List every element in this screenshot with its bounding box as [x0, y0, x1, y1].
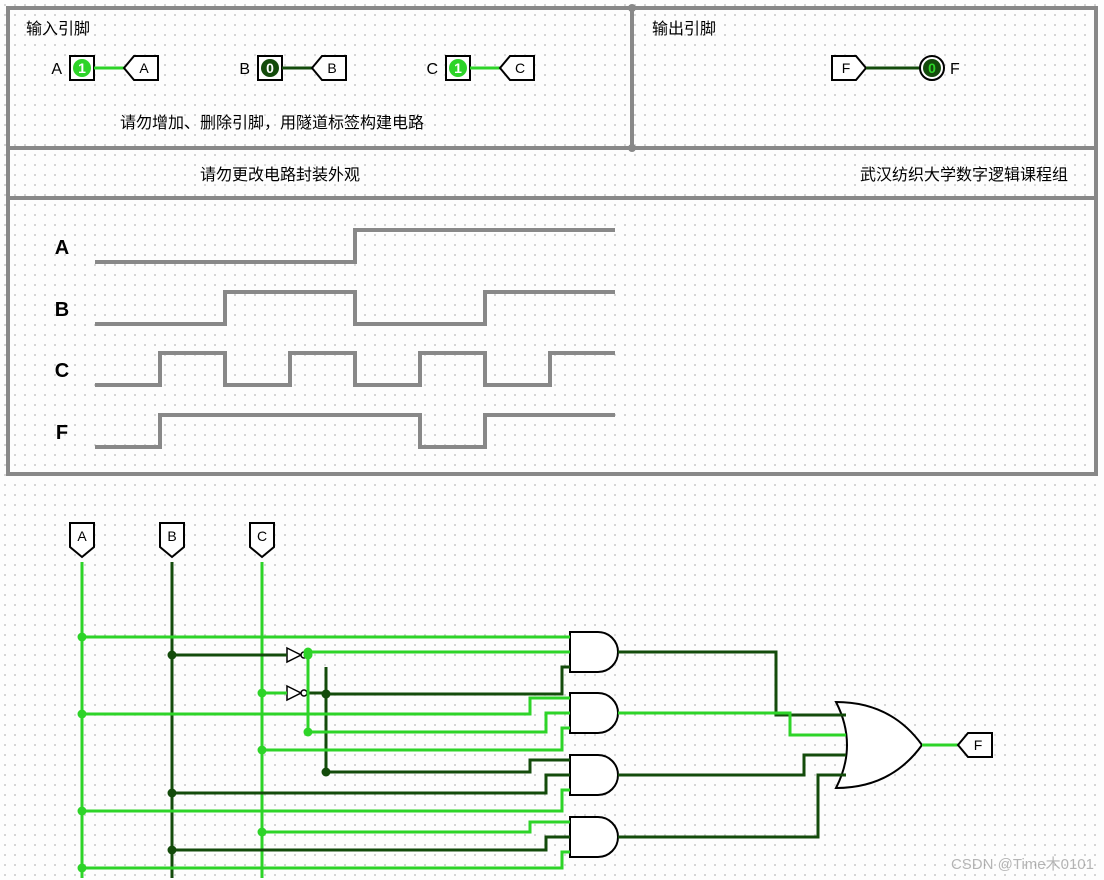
wave-label-B: B	[55, 299, 69, 321]
wave-label-A: A	[55, 237, 69, 259]
svg-text:F: F	[842, 60, 851, 76]
waveform-A	[95, 230, 615, 262]
output-section-title: 输出引脚	[652, 20, 716, 38]
and-gate-G2	[570, 693, 618, 733]
tunnel-out-F: F	[958, 733, 992, 757]
svg-text:F: F	[974, 737, 983, 753]
svg-text:C: C	[515, 60, 525, 76]
tunnel-B: B	[160, 523, 184, 557]
tunnel-A: A	[70, 523, 94, 557]
note-1: 请勿增加、删除引脚，用隧道标签构建电路	[120, 114, 424, 132]
svg-text:A: A	[51, 61, 62, 78]
svg-text:1: 1	[78, 60, 86, 76]
svg-text:A: A	[139, 60, 149, 76]
svg-text:C: C	[426, 61, 438, 78]
svg-text:1: 1	[454, 60, 462, 76]
svg-text:0: 0	[266, 60, 274, 76]
input-pin-A[interactable]: A1A	[51, 56, 158, 80]
note-2: 请勿更改电路封装外观	[200, 166, 360, 184]
input-pin-B[interactable]: B0B	[239, 56, 346, 80]
svg-text:0: 0	[928, 60, 936, 76]
waveform-F	[95, 415, 615, 447]
wave-label-C: C	[55, 360, 69, 382]
or-gate	[836, 702, 922, 788]
svg-text:C: C	[257, 528, 267, 544]
svg-text:B: B	[327, 60, 336, 76]
and-gate-G4	[570, 817, 618, 857]
not-gate-nC	[287, 686, 307, 700]
and-gate-G1	[570, 632, 618, 672]
input-section-title: 输入引脚	[26, 20, 90, 38]
wave-label-F: F	[56, 422, 68, 444]
and-gate-G3	[570, 755, 618, 795]
waveform-B	[95, 292, 615, 324]
watermark: CSDN @Time木0101	[951, 853, 1094, 874]
input-pin-C[interactable]: C1C	[426, 56, 534, 80]
output-pin-F[interactable]: F0F	[832, 56, 960, 80]
note-3: 武汉纺织大学数字逻辑课程组	[860, 166, 1068, 184]
tunnel-C: C	[250, 523, 274, 557]
svg-text:B: B	[167, 528, 176, 544]
waveform-C	[95, 353, 615, 385]
svg-text:F: F	[950, 61, 960, 78]
svg-text:B: B	[239, 61, 250, 78]
svg-text:A: A	[77, 528, 87, 544]
